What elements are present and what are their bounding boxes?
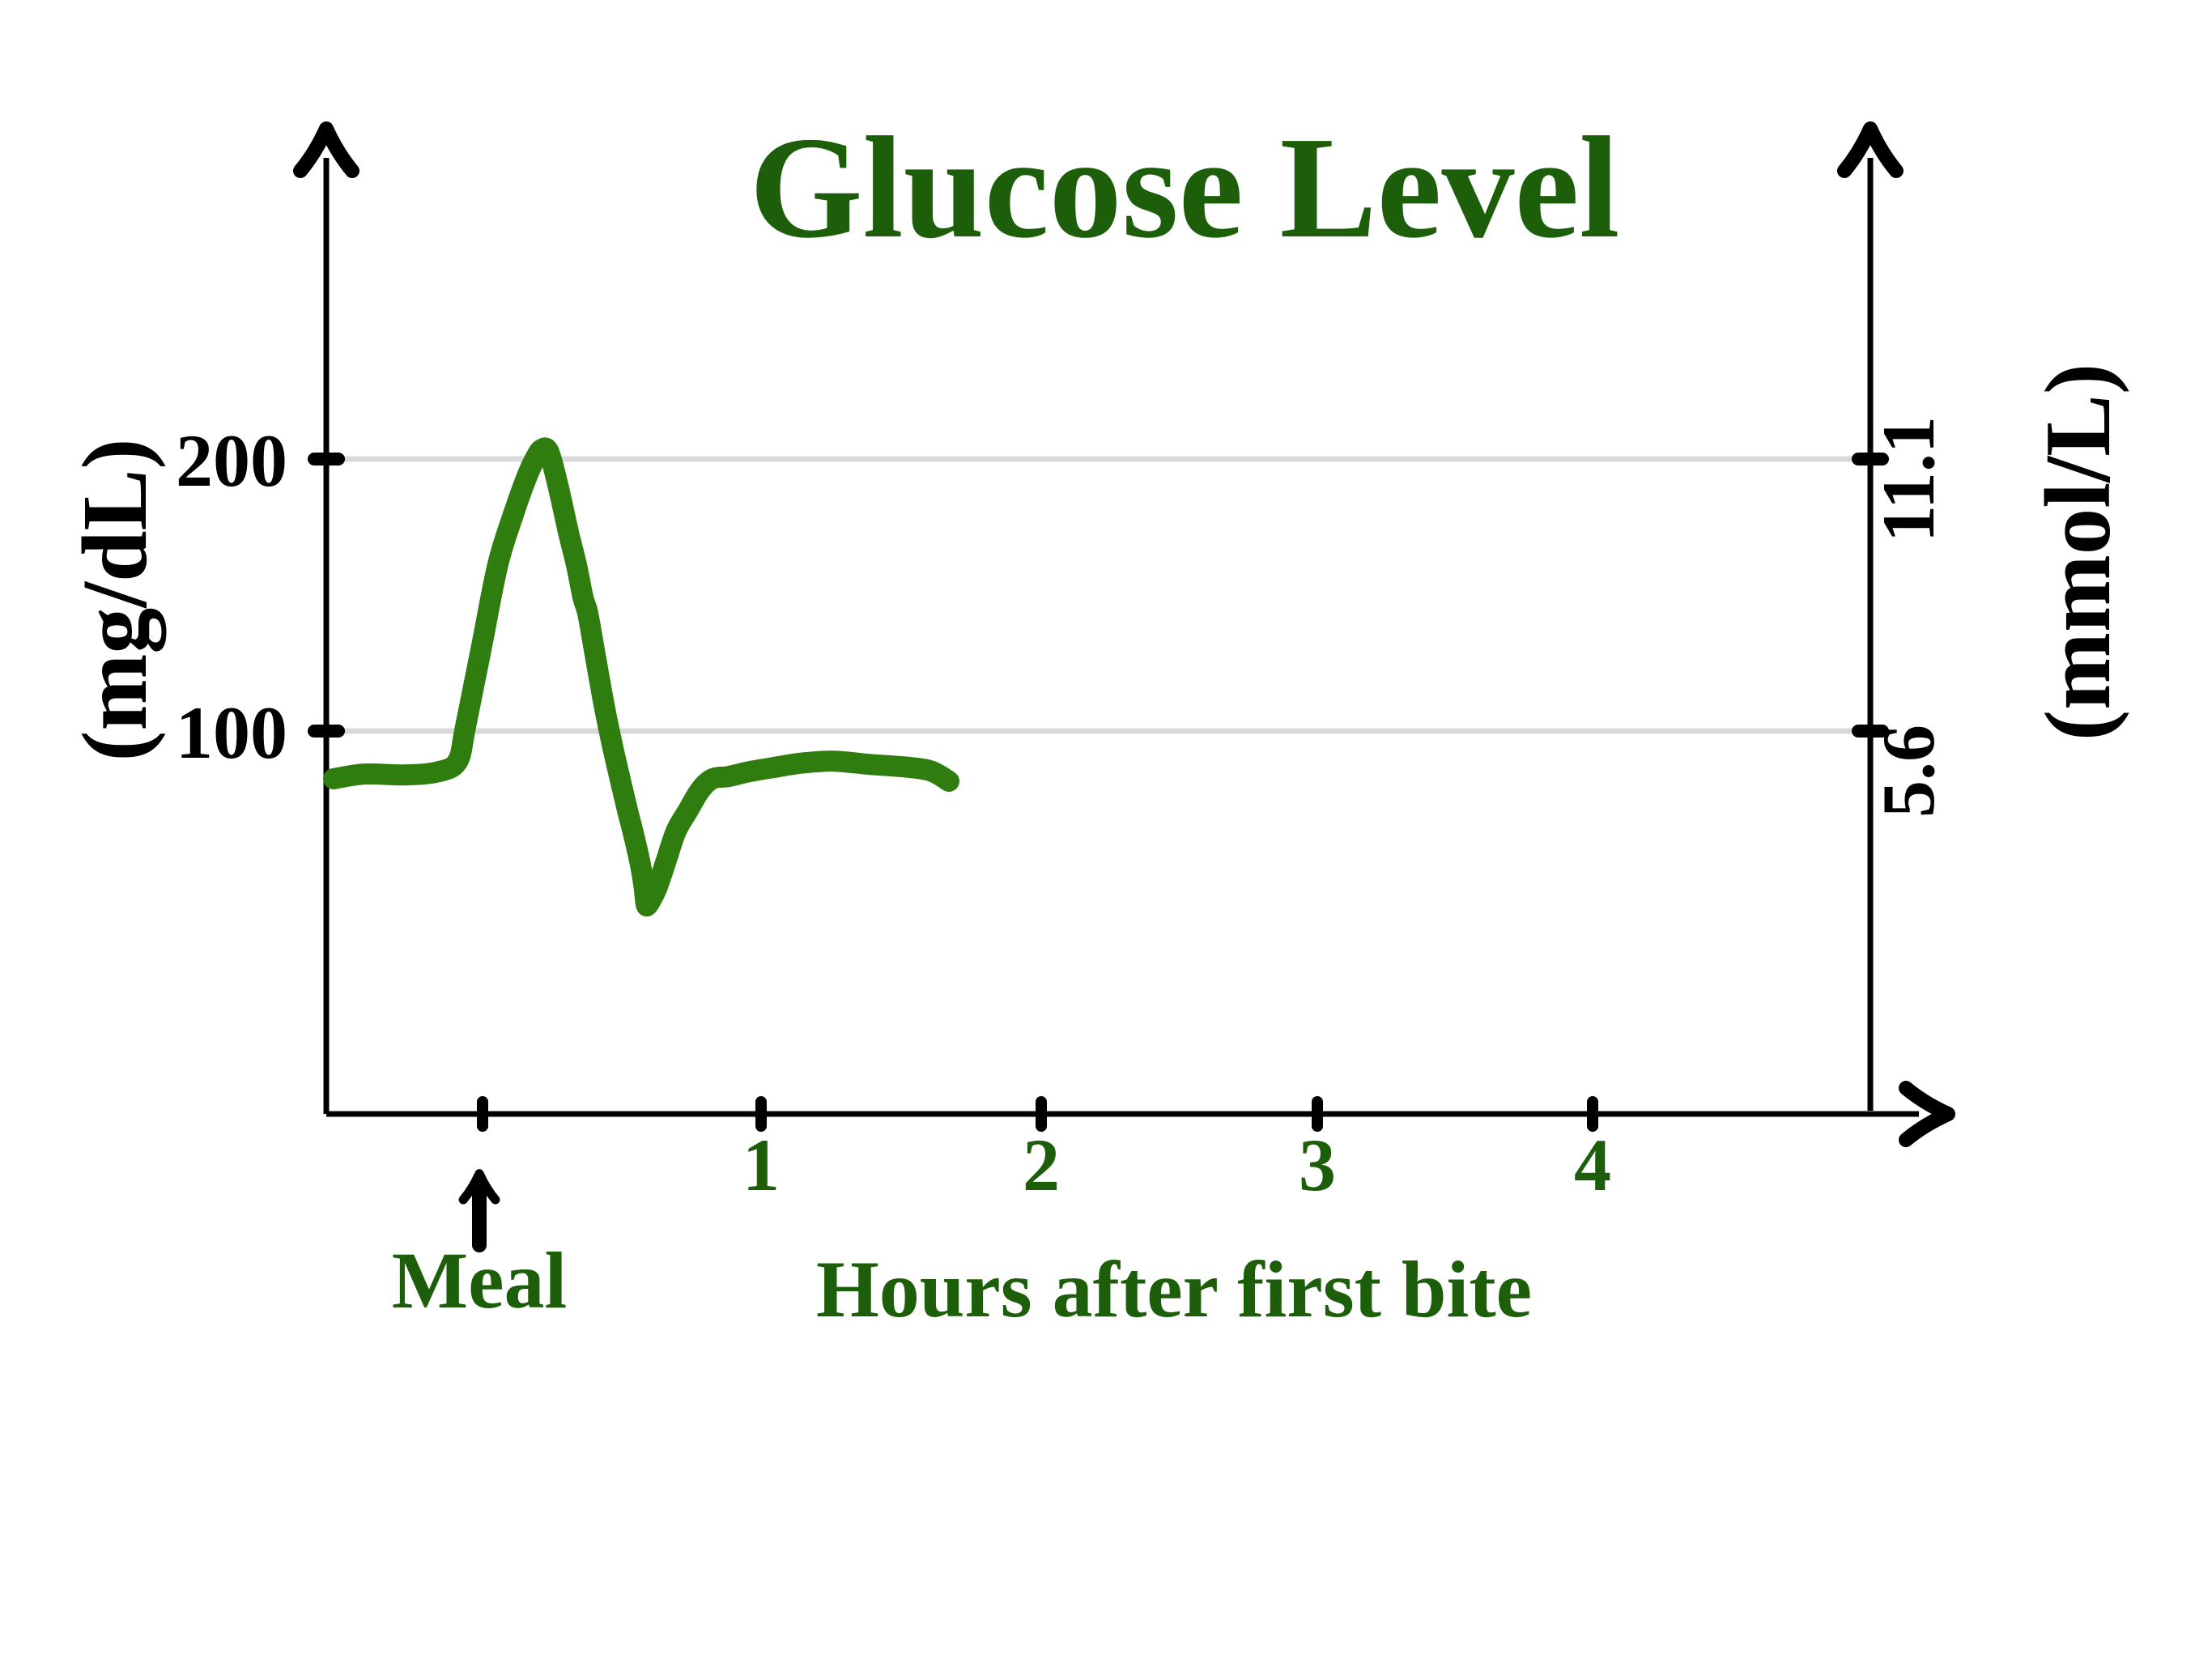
svg-text:Meal: Meal [392,1235,568,1325]
svg-text:5.6: 5.6 [1867,725,1950,818]
svg-text:(mmol/L): (mmol/L) [2027,363,2129,741]
svg-text:100: 100 [176,691,287,774]
svg-text:2: 2 [1023,1124,1060,1206]
svg-text:200: 200 [176,419,287,502]
svg-text:Glucose Level: Glucose Level [750,107,1620,268]
svg-text:11.1: 11.1 [1867,416,1950,542]
svg-text:1: 1 [742,1124,780,1206]
svg-text:4: 4 [1574,1124,1611,1206]
svg-text:Hours after first bite: Hours after first bite [816,1244,1532,1334]
svg-text:(mg/dL): (mg/dL) [63,439,166,762]
svg-text:3: 3 [1299,1124,1336,1206]
